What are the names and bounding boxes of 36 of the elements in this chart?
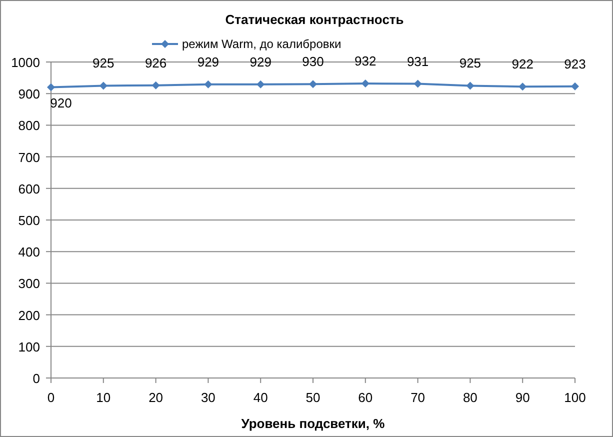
x-tick-label: 100 (564, 390, 586, 405)
y-tick-label: 600 (18, 181, 40, 196)
y-tick-label: 800 (18, 118, 40, 134)
x-tick-label: 10 (96, 390, 111, 405)
y-tick-label: 700 (18, 150, 40, 165)
y-tick-label: 1000 (11, 55, 40, 70)
data-label: 931 (406, 54, 429, 69)
x-tick-label: 60 (358, 390, 373, 405)
y-tick-label: 900 (18, 86, 40, 102)
chart-title: Статическая контрастность (225, 12, 404, 27)
x-tick-label: 30 (200, 390, 216, 405)
data-label: 929 (197, 54, 220, 70)
y-tick-label: 100 (18, 339, 40, 354)
data-label: 926 (144, 55, 167, 70)
data-label: 923 (564, 56, 586, 72)
x-tick-label: 90 (515, 390, 530, 405)
data-label: 929 (250, 54, 272, 70)
y-tick-label: 300 (18, 276, 40, 292)
y-tick-label: 500 (18, 213, 40, 228)
data-label: 925 (92, 56, 114, 71)
x-tick-label: 40 (253, 390, 268, 405)
data-label: 932 (354, 53, 376, 68)
x-tick-label: 20 (148, 390, 164, 405)
x-tick-label: 50 (306, 390, 320, 405)
x-tick-label: 80 (462, 390, 478, 405)
data-label: 930 (302, 54, 324, 70)
data-label: 925 (459, 56, 482, 71)
y-tick-label: 0 (32, 371, 40, 386)
x-tick-label: 70 (410, 390, 426, 405)
x-axis-title: Уровень подсветки, % (241, 416, 386, 431)
y-tick-label: 200 (18, 308, 40, 323)
x-tick-label: 0 (47, 390, 55, 405)
legend-label: режим Warm, до калибровки (182, 37, 342, 51)
data-label: 920 (50, 95, 72, 110)
y-tick-label: 400 (18, 244, 40, 260)
data-label: 922 (512, 56, 534, 72)
